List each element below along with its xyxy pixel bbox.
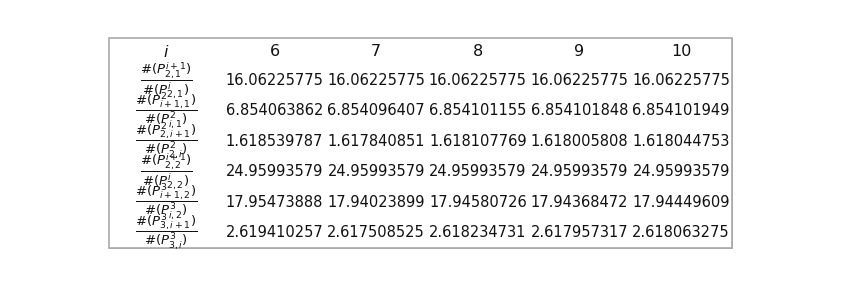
Text: 17.94449609: 17.94449609 bbox=[632, 195, 730, 209]
Bar bbox=[529, 38, 630, 65]
Text: 6.854101155: 6.854101155 bbox=[429, 103, 526, 119]
Bar bbox=[326, 65, 427, 96]
Bar bbox=[427, 65, 529, 96]
Bar bbox=[427, 187, 529, 217]
Bar bbox=[630, 187, 732, 217]
Bar bbox=[109, 217, 223, 248]
Bar bbox=[223, 96, 326, 126]
Text: 16.06225775: 16.06225775 bbox=[226, 73, 323, 88]
Text: 1.618044753: 1.618044753 bbox=[633, 134, 730, 149]
Text: 2.618063275: 2.618063275 bbox=[632, 225, 730, 240]
Text: 24.95993579: 24.95993579 bbox=[530, 164, 628, 179]
Bar bbox=[427, 156, 529, 187]
Bar bbox=[529, 126, 630, 156]
Bar bbox=[109, 187, 223, 217]
Text: $\dfrac{\#(P_{i+1,1}^{2})}{\#(P_{i,1}^{2})}$: $\dfrac{\#(P_{i+1,1}^{2})}{\#(P_{i,1}^{2… bbox=[135, 90, 198, 132]
Bar bbox=[326, 156, 427, 187]
Bar bbox=[109, 126, 223, 156]
Bar bbox=[630, 38, 732, 65]
Bar bbox=[223, 126, 326, 156]
Text: 6.854063862: 6.854063862 bbox=[226, 103, 323, 119]
Text: 16.06225775: 16.06225775 bbox=[429, 73, 527, 88]
Bar bbox=[630, 156, 732, 187]
Text: 1.617840851: 1.617840851 bbox=[327, 134, 425, 149]
Text: 17.94580726: 17.94580726 bbox=[429, 195, 527, 209]
Bar bbox=[630, 217, 732, 248]
Bar bbox=[529, 65, 630, 96]
Text: 9: 9 bbox=[574, 44, 585, 59]
Bar bbox=[109, 38, 732, 248]
Text: 24.95993579: 24.95993579 bbox=[327, 164, 425, 179]
Text: 2.617957317: 2.617957317 bbox=[530, 225, 629, 240]
Bar bbox=[326, 96, 427, 126]
Bar bbox=[109, 38, 223, 65]
Text: $i$: $i$ bbox=[163, 44, 169, 60]
Bar bbox=[529, 217, 630, 248]
Text: $\dfrac{\#(P_{3,i+1}^{3})}{\#(P_{3,i}^{3})}$: $\dfrac{\#(P_{3,i+1}^{3})}{\#(P_{3,i}^{3… bbox=[135, 212, 198, 253]
Bar bbox=[223, 38, 326, 65]
Bar bbox=[109, 65, 223, 96]
Text: 24.95993579: 24.95993579 bbox=[226, 164, 323, 179]
Bar bbox=[630, 126, 732, 156]
Text: $\dfrac{\#(P_{2,2}^{i+1})}{\#(P_{2,2}^{i})}$: $\dfrac{\#(P_{2,2}^{i+1})}{\#(P_{2,2}^{i… bbox=[140, 151, 193, 192]
Bar bbox=[223, 187, 326, 217]
Text: 17.95473888: 17.95473888 bbox=[226, 195, 323, 209]
Text: 24.95993579: 24.95993579 bbox=[429, 164, 526, 179]
Bar bbox=[529, 187, 630, 217]
Bar bbox=[326, 38, 427, 65]
Text: 2.619410257: 2.619410257 bbox=[226, 225, 323, 240]
Text: 2.617508525: 2.617508525 bbox=[327, 225, 425, 240]
Text: 1.618539787: 1.618539787 bbox=[226, 134, 323, 149]
Bar bbox=[427, 96, 529, 126]
Text: $\dfrac{\#(P_{i+1,2}^{3})}{\#(P_{i,2}^{3})}$: $\dfrac{\#(P_{i+1,2}^{3})}{\#(P_{i,2}^{3… bbox=[135, 181, 198, 223]
Bar bbox=[109, 96, 223, 126]
Text: 7: 7 bbox=[371, 44, 382, 59]
Bar bbox=[326, 187, 427, 217]
Bar bbox=[326, 126, 427, 156]
Text: 16.06225775: 16.06225775 bbox=[632, 73, 730, 88]
Bar bbox=[427, 217, 529, 248]
Bar bbox=[326, 217, 427, 248]
Text: 17.94368472: 17.94368472 bbox=[530, 195, 629, 209]
Text: 1.618005808: 1.618005808 bbox=[530, 134, 629, 149]
Text: 16.06225775: 16.06225775 bbox=[530, 73, 629, 88]
Text: 6.854096407: 6.854096407 bbox=[327, 103, 425, 119]
Bar bbox=[529, 156, 630, 187]
Text: 2.618234731: 2.618234731 bbox=[429, 225, 526, 240]
Text: $\dfrac{\#(P_{2,i+1}^{2})}{\#(P_{2,i}^{2})}$: $\dfrac{\#(P_{2,i+1}^{2})}{\#(P_{2,i}^{2… bbox=[135, 121, 198, 162]
Bar bbox=[630, 65, 732, 96]
Text: 24.95993579: 24.95993579 bbox=[633, 164, 730, 179]
Text: 17.94023899: 17.94023899 bbox=[327, 195, 425, 209]
Text: $\dfrac{\#(P_{2,1}^{i+1})}{\#(P_{2,1}^{i})}$: $\dfrac{\#(P_{2,1}^{i+1})}{\#(P_{2,1}^{i… bbox=[140, 60, 193, 101]
Text: 1.618107769: 1.618107769 bbox=[429, 134, 527, 149]
Bar bbox=[223, 156, 326, 187]
Text: 6: 6 bbox=[270, 44, 280, 59]
Bar bbox=[427, 38, 529, 65]
Text: 6.854101949: 6.854101949 bbox=[633, 103, 730, 119]
Text: 8: 8 bbox=[473, 44, 483, 59]
Bar bbox=[630, 96, 732, 126]
Text: 10: 10 bbox=[671, 44, 691, 59]
Bar bbox=[529, 96, 630, 126]
Bar bbox=[109, 156, 223, 187]
Bar bbox=[223, 217, 326, 248]
Text: 16.06225775: 16.06225775 bbox=[327, 73, 426, 88]
Text: 6.854101848: 6.854101848 bbox=[530, 103, 628, 119]
Bar bbox=[427, 126, 529, 156]
Bar bbox=[223, 65, 326, 96]
